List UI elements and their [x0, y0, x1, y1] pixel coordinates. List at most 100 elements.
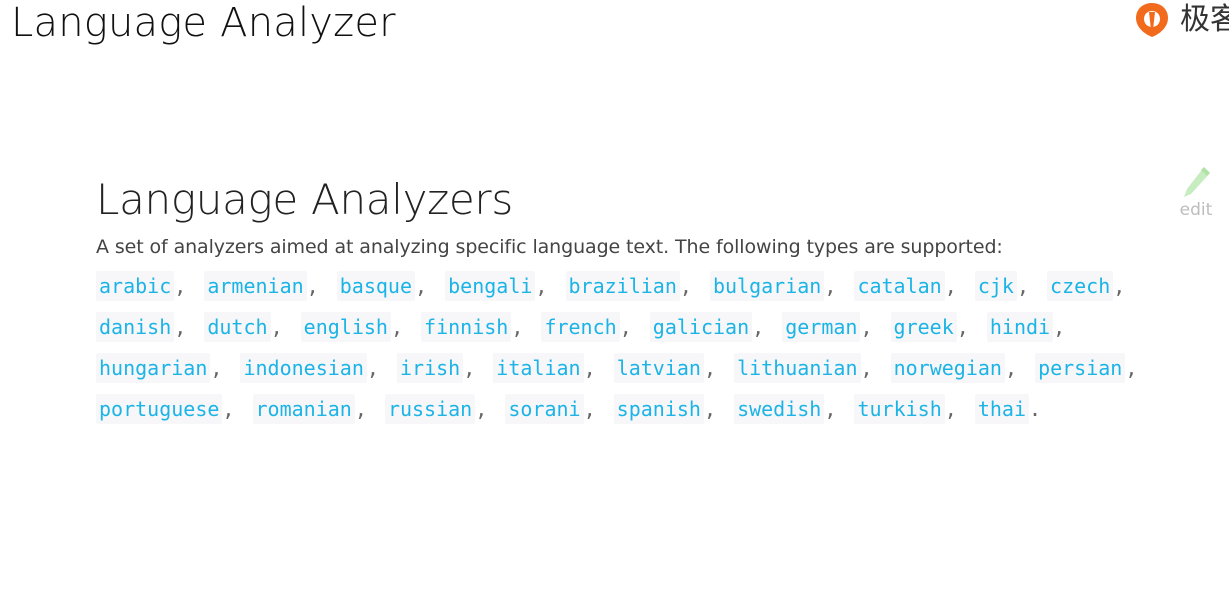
language-item: czech,: [1047, 266, 1131, 307]
language-item: arabic,: [96, 266, 192, 307]
language-code: finnish: [421, 312, 512, 342]
list-separator: ,: [860, 356, 873, 380]
list-separator: ,: [860, 315, 873, 339]
language-item: galician,: [649, 307, 770, 348]
language-code: french: [541, 312, 620, 342]
language-item: danish,: [96, 307, 192, 348]
geekbang-logo-icon: [1136, 3, 1168, 37]
language-code: sorani: [505, 394, 584, 424]
language-code: thai: [974, 394, 1030, 424]
list-separator: ,: [210, 356, 223, 380]
list-separator: ,: [679, 274, 692, 298]
language-item: cjk,: [974, 266, 1035, 307]
edit-label: edit: [1179, 200, 1213, 220]
language-code: basque: [336, 271, 416, 301]
language-code: latvian: [613, 353, 704, 383]
list-separator: ,: [270, 315, 283, 339]
list-separator: ,: [1113, 274, 1126, 298]
list-separator: ,: [415, 274, 428, 298]
language-item: russian,: [384, 389, 493, 430]
language-item: irish,: [396, 348, 481, 389]
list-separator: ,: [511, 315, 524, 339]
list-separator: ,: [752, 315, 765, 339]
language-code: dutch: [204, 312, 271, 342]
language-code: romanian: [252, 394, 355, 424]
language-code: danish: [96, 312, 175, 342]
language-code: lithuanian: [734, 353, 861, 383]
language-code: persian: [1035, 353, 1126, 383]
language-item: hindi,: [986, 307, 1071, 348]
language-code: hungarian: [96, 353, 211, 383]
list-separator: ,: [703, 397, 717, 421]
list-separator: ,: [366, 356, 379, 380]
language-item: norwegian,: [890, 348, 1023, 389]
language-item: sorani,: [505, 389, 601, 430]
list-separator: ,: [956, 315, 969, 339]
language-item: persian,: [1035, 348, 1143, 389]
list-separator: ,: [1125, 356, 1138, 380]
doc-heading: Language Analyzers: [96, 175, 513, 224]
list-separator: ,: [824, 397, 837, 421]
language-code: norwegian: [890, 353, 1005, 383]
language-item: bengali,: [445, 266, 553, 307]
list-separator: ,: [354, 397, 367, 421]
language-item: brazilian,: [565, 266, 698, 307]
language-item: lithuanian,: [734, 348, 878, 389]
list-separator: ,: [174, 274, 187, 298]
list-separator: ,: [535, 274, 548, 298]
list-separator: ,: [174, 315, 187, 339]
language-item: dutch,: [204, 307, 288, 348]
language-item: portuguese,: [96, 389, 240, 430]
language-code: indonesian: [240, 353, 367, 383]
brand-text: 极客: [1180, 2, 1229, 37]
language-item: english,: [300, 307, 409, 348]
language-item: greek,: [890, 307, 975, 348]
language-code: irish: [396, 353, 464, 383]
list-separator: ,: [583, 356, 596, 380]
language-code: hindi: [986, 312, 1054, 342]
language-code: bengali: [445, 271, 536, 301]
language-code: bulgarian: [709, 271, 825, 301]
doc-section: Language Analyzers A set of analyzers ai…: [96, 172, 1186, 430]
language-code: turkish: [854, 394, 945, 424]
language-code: italian: [493, 353, 584, 383]
language-code: cjk: [974, 271, 1017, 301]
list-separator: ,: [306, 274, 319, 298]
language-code: greek: [890, 312, 957, 342]
language-code: brazilian: [565, 271, 680, 301]
language-item: italian,: [493, 348, 601, 389]
list-separator: ,: [1053, 315, 1066, 339]
language-code: russian: [384, 394, 476, 424]
language-code: spanish: [613, 394, 704, 424]
brand: 极客: [1132, 0, 1229, 40]
language-code: arabic: [96, 271, 175, 301]
list-separator: ,: [475, 397, 488, 421]
language-item: indonesian,: [240, 348, 384, 389]
language-item: catalan,: [854, 266, 962, 307]
language-code: galician: [649, 312, 753, 342]
list-separator: ,: [824, 274, 837, 298]
language-item: bulgarian,: [709, 266, 842, 307]
list-separator: ,: [944, 274, 957, 298]
language-item: finnish,: [421, 307, 529, 348]
language-code: portuguese: [96, 394, 223, 424]
list-separator: ,: [1004, 356, 1018, 380]
language-code: english: [300, 312, 391, 342]
slide-title: Language Analyzer: [11, 0, 396, 46]
language-item: basque,: [336, 266, 433, 307]
list-separator: ,: [944, 397, 957, 421]
list-separator: ,: [222, 397, 235, 421]
language-item: thai.: [974, 389, 1047, 430]
list-separator: ,: [703, 356, 717, 380]
list-separator: ,: [619, 315, 632, 339]
language-code: swedish: [734, 394, 825, 424]
language-item: spanish,: [613, 389, 722, 430]
language-item: french,: [541, 307, 637, 348]
language-code: czech: [1047, 271, 1114, 301]
language-item: swedish,: [734, 389, 842, 430]
list-terminator: .: [1029, 397, 1042, 421]
pencil-icon: [1184, 167, 1210, 197]
edit-link[interactable]: edit: [1176, 164, 1216, 224]
language-item: armenian,: [204, 266, 324, 307]
